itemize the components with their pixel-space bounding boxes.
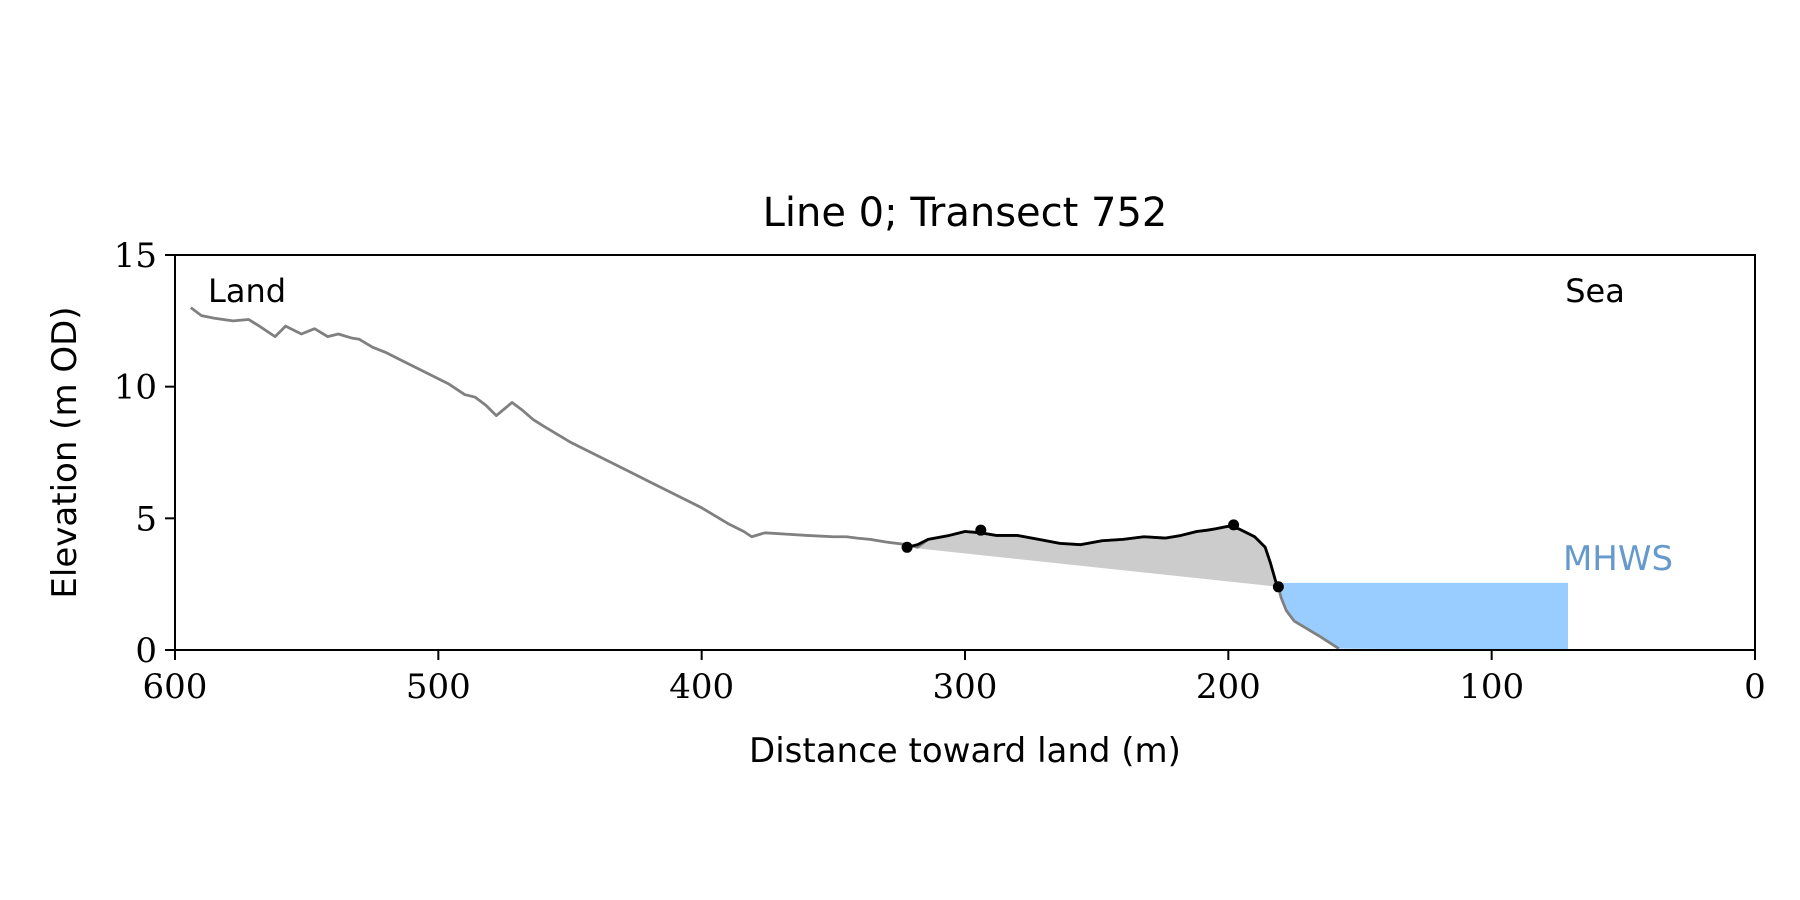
y-tick-label: 5 [135,499,157,539]
y-tick-label: 0 [135,631,157,671]
mhws-water-area [1275,581,1569,650]
plot-area [189,306,1569,650]
x-tick-label: 0 [1744,667,1766,707]
x-tick-label: 300 [933,667,998,707]
x-tick-label: 400 [669,667,734,707]
dune-marker-3 [1272,581,1284,593]
x-tick-label: 100 [1459,667,1524,707]
mhws-annotation: MHWS [1563,539,1673,579]
dune-marker-1 [975,524,987,536]
land-annotation: Land [208,272,286,310]
axis-ticks: 600 500 400 300 200 100 0 0 5 10 15 [114,236,1766,707]
dune-volume-fill [907,526,1279,587]
chart-title: Line 0; Transect 752 [763,190,1168,236]
elevation-profile-line [189,306,1340,650]
y-tick-label: 15 [114,236,157,276]
y-axis-label: Elevation (m OD) [45,306,85,598]
sea-annotation: Sea [1565,272,1625,310]
dune-marker-2 [1228,519,1240,531]
dune-profile-line [906,524,1280,588]
x-tick-label: 600 [143,667,208,707]
x-axis-label: Distance toward land (m) [749,731,1181,771]
x-tick-label: 500 [406,667,471,707]
x-tick-label: 200 [1196,667,1261,707]
y-tick-label: 10 [114,368,157,408]
dune-marker-0 [901,541,913,553]
